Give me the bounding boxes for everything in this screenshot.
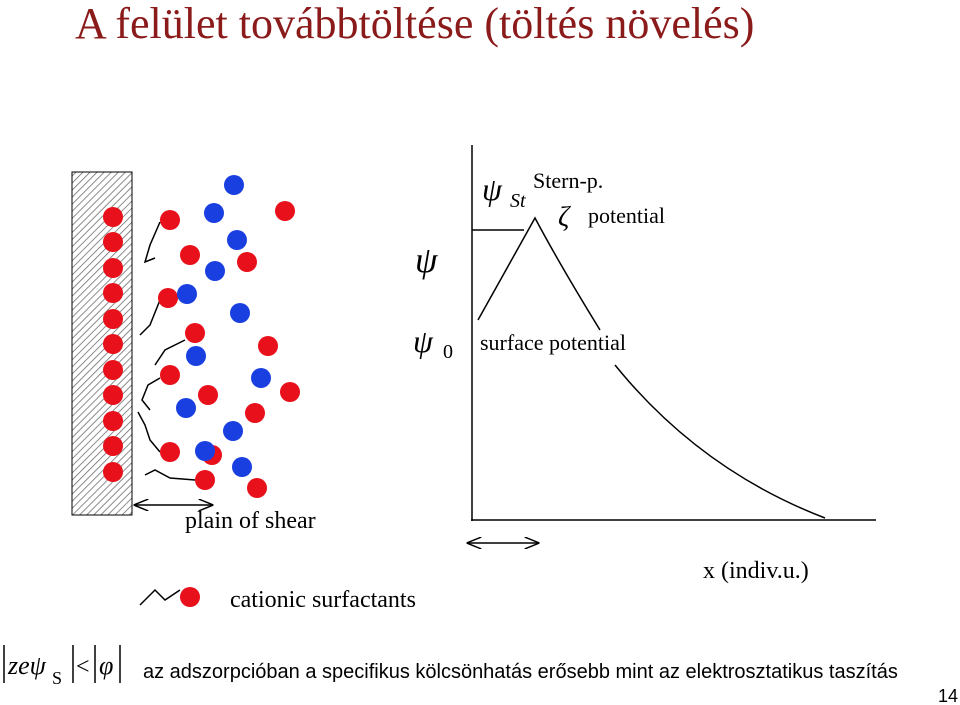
legend-label: cationic surfactants — [230, 587, 416, 613]
stern-subscript: St — [510, 190, 526, 212]
legend-tail — [139, 588, 181, 606]
shear-label: plain of shear — [185, 508, 316, 534]
ions — [158, 175, 300, 498]
surface-label: surface potential — [480, 330, 626, 355]
potential-peak — [477, 216, 601, 331]
axis-symbol: ψ — [415, 240, 438, 280]
wall-charges — [103, 207, 123, 482]
formula-subscript: S — [52, 668, 62, 688]
formula-rhs: φ — [99, 651, 113, 680]
surface-wall — [71, 171, 133, 516]
stern-symbol: ψ — [482, 171, 503, 207]
psi0-symbol: ψ — [413, 323, 434, 359]
title: A felület továbbtöltése (töltés növelés) — [75, 0, 754, 48]
page-number: 14 — [938, 686, 958, 705]
footer-text: az adszorpcióban a specifikus kölcsönhat… — [143, 661, 898, 683]
formula-lhs: zeψ — [7, 651, 47, 680]
x-label: x (indiv.u.) — [703, 558, 809, 584]
legend-head — [180, 587, 200, 607]
formula-relation: < — [76, 654, 90, 680]
zeta-symbol: ζ — [558, 202, 571, 233]
psi0-subscript: 0 — [443, 341, 453, 363]
zeta-label: potential — [588, 203, 665, 228]
stern-label: Stern-p. — [533, 168, 603, 193]
potential-decay — [614, 364, 826, 519]
